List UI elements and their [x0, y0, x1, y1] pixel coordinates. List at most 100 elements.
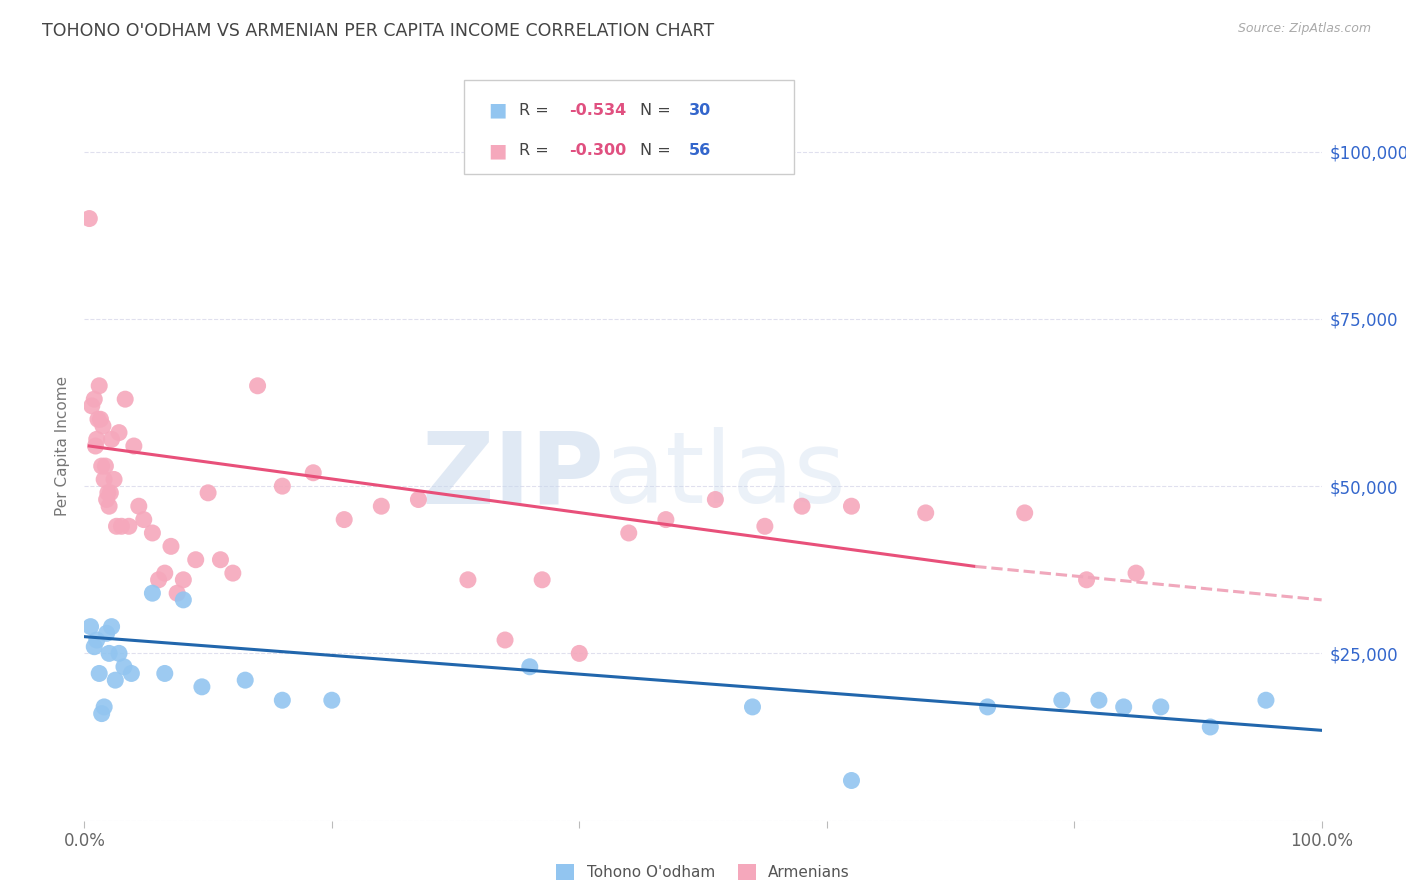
Point — [120, 666, 142, 681]
Point — [1125, 566, 1147, 580]
Y-axis label: Per Capita Income: Per Capita Income — [55, 376, 70, 516]
Text: ■: ■ — [488, 141, 506, 161]
Point — [96, 492, 118, 507]
Point — [914, 506, 936, 520]
Point — [531, 573, 554, 587]
Point — [79, 211, 101, 226]
Point — [704, 492, 727, 507]
Point — [98, 485, 121, 500]
Point — [112, 660, 135, 674]
Point — [108, 425, 131, 440]
Point — [98, 500, 121, 514]
Point — [83, 640, 105, 654]
Point — [1254, 693, 1277, 707]
Point — [87, 412, 110, 426]
Point — [141, 586, 163, 600]
Point — [841, 500, 863, 514]
Point — [1199, 720, 1222, 734]
Point — [96, 626, 118, 640]
Point — [90, 706, 112, 721]
Point — [302, 466, 325, 480]
Point — [1014, 506, 1036, 520]
Point — [153, 666, 176, 681]
Point — [568, 646, 591, 660]
Point — [89, 412, 111, 426]
Point — [233, 673, 256, 687]
Point — [100, 432, 122, 446]
Point — [89, 378, 111, 392]
Text: atlas: atlas — [605, 427, 845, 524]
Text: R =: R = — [519, 144, 554, 159]
Point — [118, 519, 141, 533]
Point — [741, 699, 763, 714]
Text: 56: 56 — [689, 144, 711, 159]
Point — [1150, 699, 1173, 714]
Point — [976, 699, 998, 714]
Point — [100, 619, 122, 633]
Text: ■: ■ — [488, 101, 506, 120]
Point — [197, 485, 219, 500]
Point — [370, 500, 392, 514]
Point — [86, 633, 108, 648]
Point — [103, 472, 125, 486]
Point — [457, 573, 479, 587]
Point — [841, 773, 863, 788]
Text: Source: ZipAtlas.com: Source: ZipAtlas.com — [1237, 22, 1371, 36]
Point — [790, 500, 813, 514]
Point — [84, 439, 107, 453]
Text: -0.300: -0.300 — [569, 144, 627, 159]
Point — [122, 439, 145, 453]
Point — [90, 458, 112, 473]
Point — [153, 566, 176, 580]
Point — [94, 458, 117, 473]
Point — [132, 512, 155, 526]
Point — [79, 619, 101, 633]
Point — [494, 633, 516, 648]
Point — [246, 378, 269, 392]
Point — [105, 519, 128, 533]
Text: N =: N = — [640, 103, 676, 118]
Point — [110, 519, 132, 533]
Text: 30: 30 — [689, 103, 711, 118]
Point — [754, 519, 776, 533]
Point — [333, 512, 356, 526]
Point — [128, 500, 150, 514]
Point — [160, 539, 183, 553]
Point — [108, 646, 131, 660]
Point — [172, 592, 194, 607]
Point — [655, 512, 678, 526]
Point — [148, 573, 170, 587]
Text: N =: N = — [640, 144, 676, 159]
Point — [141, 525, 163, 540]
Text: ZIP: ZIP — [422, 427, 605, 524]
Point — [222, 566, 245, 580]
Point — [114, 392, 136, 407]
Point — [93, 472, 115, 486]
Point — [172, 573, 194, 587]
Point — [80, 399, 103, 413]
Point — [1050, 693, 1073, 707]
Point — [617, 525, 640, 540]
Point — [86, 432, 108, 446]
Point — [98, 646, 121, 660]
Point — [1088, 693, 1111, 707]
Text: TOHONO O'ODHAM VS ARMENIAN PER CAPITA INCOME CORRELATION CHART: TOHONO O'ODHAM VS ARMENIAN PER CAPITA IN… — [42, 22, 714, 40]
Text: R =: R = — [519, 103, 554, 118]
Point — [1076, 573, 1098, 587]
Point — [209, 552, 232, 567]
Point — [89, 666, 111, 681]
Point — [1112, 699, 1135, 714]
Point — [184, 552, 207, 567]
Point — [97, 485, 120, 500]
Point — [271, 693, 294, 707]
Point — [104, 673, 127, 687]
Legend: Tohono O'odham, Armenians: Tohono O'odham, Armenians — [548, 856, 858, 888]
Point — [93, 699, 115, 714]
Point — [519, 660, 541, 674]
Point — [91, 418, 114, 433]
Point — [321, 693, 343, 707]
Text: -0.534: -0.534 — [569, 103, 627, 118]
Point — [166, 586, 188, 600]
Point — [191, 680, 214, 694]
Point — [83, 392, 105, 407]
